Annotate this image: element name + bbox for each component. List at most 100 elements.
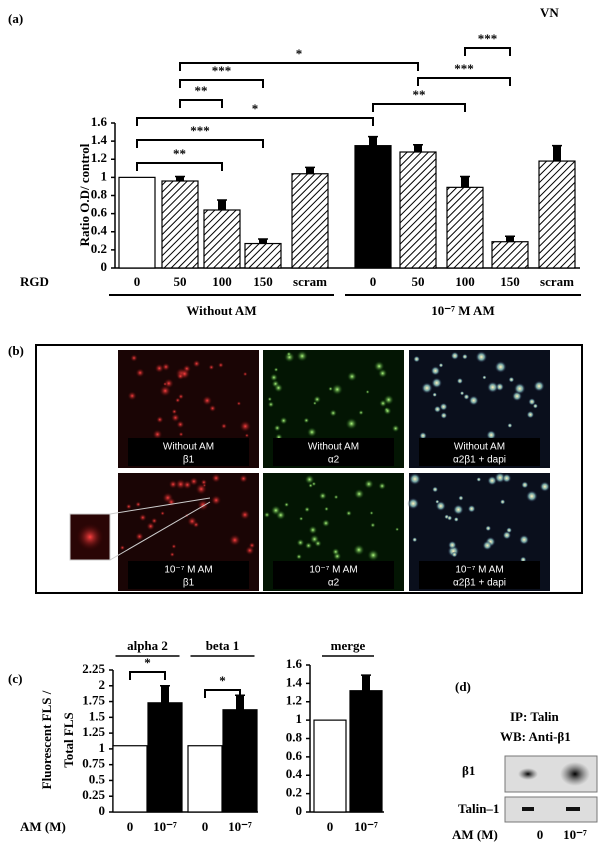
- cell: [463, 393, 470, 400]
- y-tick-label: 0.4: [91, 223, 108, 238]
- cell: [267, 396, 273, 402]
- bar: [354, 145, 392, 269]
- error-stem: [369, 136, 377, 146]
- cell: [192, 359, 201, 368]
- x-tick-label: 0: [370, 274, 377, 289]
- cell: [482, 375, 487, 380]
- cell: [333, 494, 339, 500]
- y-tick-label: 0.5: [89, 771, 106, 786]
- cell: [373, 360, 385, 372]
- cell: [182, 480, 192, 490]
- cell: [451, 551, 458, 558]
- cell: [220, 423, 228, 430]
- cell: [270, 505, 281, 516]
- panel-label: (d): [455, 679, 471, 694]
- cell: [239, 420, 252, 433]
- cell: [419, 431, 427, 440]
- cell: [358, 409, 364, 416]
- cell: [432, 392, 438, 398]
- cell: [364, 479, 374, 489]
- cell: [304, 506, 311, 513]
- significance-label: *: [296, 46, 303, 61]
- cell: [431, 377, 443, 389]
- caption: Without AM: [454, 442, 505, 453]
- bar: [187, 745, 223, 813]
- cell: [146, 521, 155, 531]
- caption-strip: [273, 438, 394, 466]
- cell: [304, 474, 315, 485]
- cell: [127, 391, 137, 401]
- y-tick-label: 1.4: [91, 132, 108, 147]
- significance-label: *: [144, 655, 151, 670]
- cell: [197, 499, 209, 511]
- blot-label: IP: Talin: [510, 709, 560, 724]
- cell: [370, 522, 376, 528]
- significance-label: ***: [454, 61, 474, 76]
- cell: [502, 530, 512, 540]
- x-tick-label: 0: [127, 819, 134, 834]
- band: [566, 807, 580, 811]
- cell: [296, 538, 305, 547]
- cell: [448, 540, 457, 550]
- cell: [171, 543, 177, 549]
- caption: α2β1 + dapi: [453, 578, 506, 589]
- caption-strip: [419, 438, 540, 466]
- blot-label: Talin–1: [458, 801, 499, 816]
- y-tick-label: 0: [99, 803, 106, 818]
- cell: [519, 534, 530, 545]
- blot-label: 0: [537, 827, 544, 842]
- cell: [486, 430, 497, 440]
- cell: [494, 360, 507, 373]
- error-stem: [461, 176, 469, 188]
- cell: [138, 513, 147, 522]
- cell: [412, 537, 418, 543]
- cell: [313, 395, 321, 404]
- x-tick-label: 100: [455, 274, 475, 289]
- x-tick-label: 10⁻⁷: [354, 819, 378, 834]
- cell: [269, 373, 278, 382]
- group-label: Without AM: [186, 303, 256, 318]
- bar: [112, 745, 148, 813]
- cell: [151, 517, 158, 525]
- x-axis-title: AM (M): [20, 819, 66, 834]
- significance-label: ***: [190, 123, 210, 138]
- x-tick-label: 0: [327, 819, 334, 834]
- significance-bracket: [136, 139, 264, 148]
- cell: [159, 384, 172, 397]
- significance-bracket: [136, 162, 223, 171]
- cell: [407, 497, 420, 510]
- cell: [242, 371, 248, 377]
- cell: [408, 472, 421, 485]
- bar: [244, 242, 282, 269]
- error-stem: [259, 239, 267, 244]
- caption-strip: [128, 438, 249, 466]
- x-tick-label: 150: [253, 274, 273, 289]
- cell: [263, 511, 271, 518]
- significance-bracket: [204, 689, 241, 698]
- y-tick-label: 1: [99, 740, 106, 755]
- cell: [487, 381, 499, 393]
- caption: β1: [183, 578, 195, 589]
- cell: [154, 363, 165, 374]
- caption-strip: [273, 561, 394, 589]
- cell: [306, 427, 317, 438]
- cell: [161, 362, 171, 372]
- caption: 10⁻⁷ M AM: [309, 565, 357, 576]
- cell: [347, 371, 357, 382]
- cell: [298, 516, 304, 521]
- cell: [482, 540, 493, 551]
- cell: [162, 381, 168, 387]
- error-stem: [218, 200, 226, 210]
- cell: [391, 424, 400, 433]
- y-tick-label: 0: [101, 259, 108, 274]
- error-stem: [506, 236, 514, 242]
- cell: [467, 504, 476, 513]
- cell: [367, 549, 380, 562]
- cell: [279, 416, 288, 425]
- cell: [76, 523, 104, 551]
- cell: [435, 500, 446, 512]
- significance-label: **: [195, 83, 208, 98]
- cell: [156, 415, 164, 424]
- y-axis-label: Fluorescent FLS /: [39, 690, 54, 789]
